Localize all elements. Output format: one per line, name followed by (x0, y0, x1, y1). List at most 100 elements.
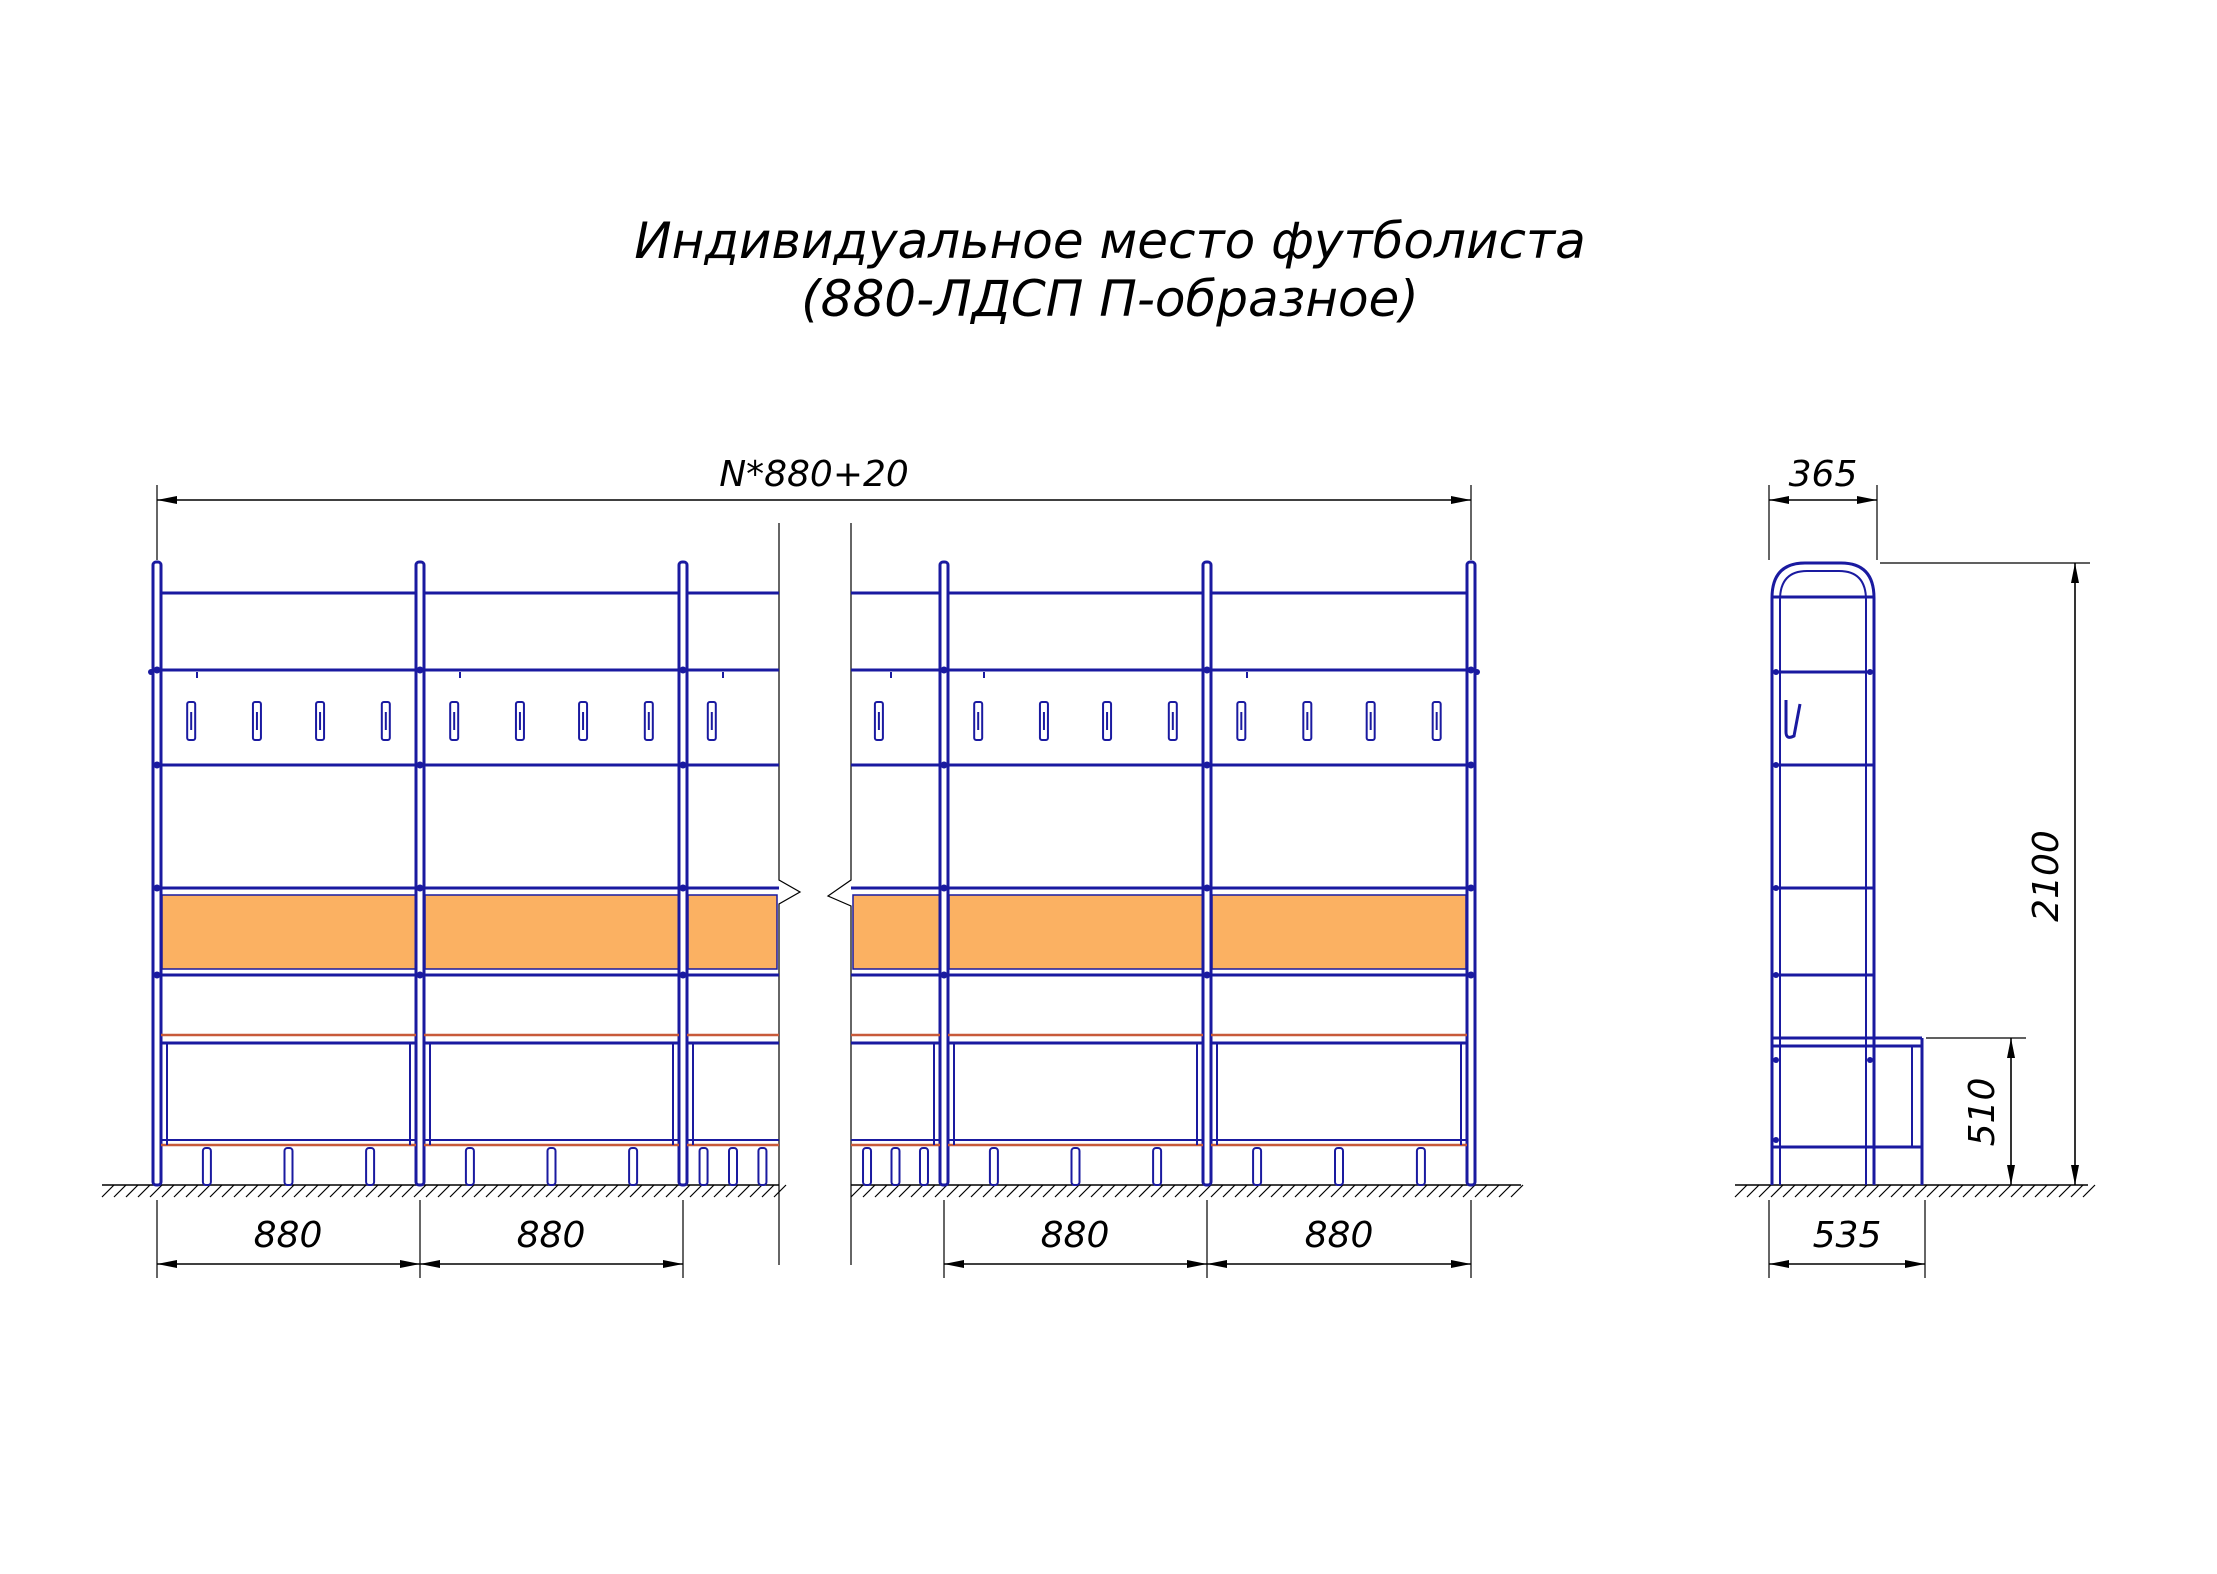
frame-joint (153, 971, 161, 979)
ground-hatch (449, 1184, 463, 1198)
ground-hatch (1246, 1184, 1260, 1198)
ground-hatch (886, 1184, 900, 1198)
ground-hatch (1746, 1184, 1760, 1198)
frame-joint (1203, 884, 1211, 892)
ground-hatch (125, 1184, 139, 1198)
frame-joint (679, 884, 687, 892)
ground-hatch (521, 1184, 535, 1198)
ground-hatch (1974, 1184, 1988, 1198)
ground-hatch (1998, 1184, 2012, 1198)
frame-joint (1467, 666, 1475, 674)
ground-hatch (2022, 1184, 2036, 1198)
coat-hook (380, 701, 391, 741)
ground-hatch (946, 1184, 960, 1198)
frame-joint (416, 761, 424, 769)
ground-hatch (377, 1184, 391, 1198)
ground-hatch (1306, 1184, 1320, 1198)
overall-width-dimension: N*880+20 (156, 454, 1472, 560)
ground-hatch (185, 1184, 199, 1198)
ground-hatch (2058, 1184, 2072, 1198)
coat-hook (1102, 701, 1113, 741)
ground-hatch (437, 1184, 451, 1198)
ldsp-panel (687, 894, 778, 970)
ground-hatch (1926, 1184, 1940, 1198)
ground-hatch (233, 1184, 247, 1198)
total-height-label: 2100 (2026, 830, 2067, 922)
ground-hatch (922, 1184, 936, 1198)
top-depth-dimension: 365 (1768, 454, 1878, 560)
ground-hatch (1342, 1184, 1356, 1198)
ground-hatch (2082, 1184, 2096, 1198)
ground-hatch (1102, 1184, 1116, 1198)
ground-hatch (305, 1184, 319, 1198)
seat-height-label: 510 (1962, 1078, 2003, 1147)
ground-hatch (1282, 1184, 1296, 1198)
ground-hatch (1842, 1184, 1856, 1198)
ground-hatch (1474, 1184, 1488, 1198)
ground-hatch (593, 1184, 607, 1198)
ground-hatch (1174, 1184, 1188, 1198)
bench-leg (628, 1147, 639, 1186)
break-lines (778, 523, 852, 1265)
coat-hook (514, 701, 525, 741)
ground-hatch (850, 1184, 864, 1198)
ground-hatch (1794, 1184, 1808, 1198)
ground-hatch (1878, 1184, 1892, 1198)
frame-joint (416, 884, 424, 892)
ground-hatch (1438, 1184, 1452, 1198)
bench-leg (1415, 1147, 1426, 1186)
ground-hatch (1186, 1184, 1200, 1198)
coat-hook (873, 701, 884, 741)
ground-hatch (665, 1184, 679, 1198)
ground-hatch (1234, 1184, 1248, 1198)
module-width-label: 880 (1305, 1215, 1374, 1256)
ground-hatch (401, 1184, 415, 1198)
bench-leg (1334, 1147, 1344, 1186)
ground-hatch (1414, 1184, 1428, 1198)
ground-hatch (1162, 1184, 1176, 1198)
ground-hatch (2034, 1184, 2048, 1198)
ground-hatch (898, 1184, 912, 1198)
ground-hatch (341, 1184, 355, 1198)
ground-hatch (533, 1184, 547, 1198)
frame-joint (679, 971, 687, 979)
ldsp-panel (852, 894, 941, 970)
ground-hatch (509, 1184, 523, 1198)
coat-hook (1365, 701, 1376, 741)
seat-height-dimension: 510 (1926, 1037, 2026, 1185)
ground-hatch (365, 1184, 379, 1198)
ground-hatch (653, 1184, 667, 1198)
ground-hatch (862, 1184, 876, 1198)
ground-hatch (569, 1184, 583, 1198)
ground-hatch (413, 1184, 427, 1198)
bench-leg (464, 1147, 475, 1186)
side-frame (1770, 561, 1924, 1185)
bottom-depth-label: 535 (1813, 1215, 1882, 1256)
ground-hatch (1986, 1184, 2000, 1198)
ground-hatch (1378, 1184, 1392, 1198)
drawing-title-line1: Индивидуальное место футболиста (634, 212, 1585, 270)
ground-hatch (725, 1184, 739, 1198)
ground-hatch (389, 1184, 403, 1198)
ground-hatch (353, 1184, 367, 1198)
ground-hatch (1390, 1184, 1404, 1198)
bench-leg (365, 1147, 376, 1186)
bench-leg (918, 1147, 929, 1186)
frame-joint (1203, 666, 1211, 674)
top-depth-label: 365 (1789, 454, 1858, 495)
ground-hatch (910, 1184, 924, 1198)
ground-hatch (1854, 1184, 1868, 1198)
frame-joint (1467, 884, 1475, 892)
coat-hook (706, 701, 717, 741)
ground-hatch (245, 1184, 259, 1198)
bench-leg (698, 1147, 709, 1186)
module-width-label: 880 (517, 1215, 586, 1256)
ground-hatch (197, 1184, 211, 1198)
ground-line-front (101, 1184, 1524, 1198)
ground-hatch (1366, 1184, 1380, 1198)
ground-hatch (749, 1184, 763, 1198)
ground-hatch (1938, 1184, 1952, 1198)
ground-hatch (257, 1184, 271, 1198)
bench-leg (1152, 1147, 1163, 1186)
ground-hatch (113, 1184, 127, 1198)
